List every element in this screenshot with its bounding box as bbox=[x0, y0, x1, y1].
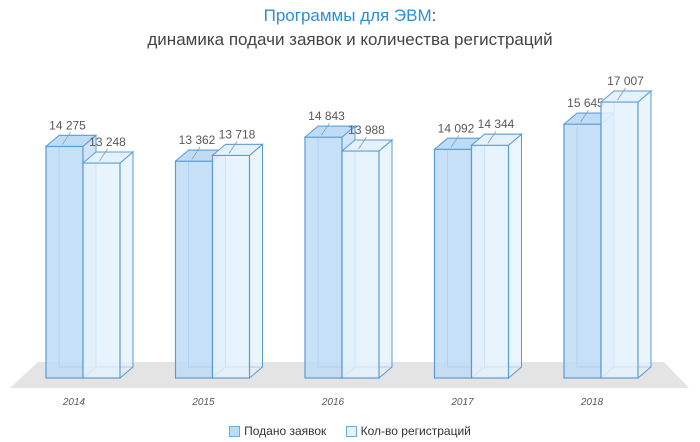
data-label-0-2015: 13 362 bbox=[179, 133, 216, 147]
bar-0-2015 bbox=[176, 161, 213, 378]
legend-item-applications: Подано заявок bbox=[229, 424, 326, 438]
data-label-0-2017: 14 092 bbox=[438, 121, 475, 135]
bar-side-1-2014 bbox=[120, 152, 133, 378]
legend-swatch-registrations bbox=[346, 426, 357, 437]
legend-label-applications: Подано заявок bbox=[244, 424, 326, 438]
legend-item-registrations: Кол-во регистраций bbox=[346, 424, 471, 438]
data-label-1-2018: 17 007 bbox=[607, 74, 644, 88]
bar-1-2017 bbox=[472, 145, 509, 378]
chart-legend: Подано заявок Кол-во регистраций bbox=[0, 424, 700, 440]
bar-0-2014 bbox=[46, 146, 83, 378]
legend-swatch-applications bbox=[229, 426, 240, 437]
x-tick-label-2016: 2016 bbox=[321, 397, 345, 408]
bar-0-2018 bbox=[564, 124, 601, 378]
bar-side-1-2016 bbox=[379, 140, 392, 378]
bar-side-1-2017 bbox=[509, 134, 522, 378]
bar-1-2015 bbox=[213, 155, 250, 378]
bar-1-2018 bbox=[601, 102, 638, 378]
x-tick-label-2017: 2017 bbox=[450, 397, 474, 408]
bar-1-2016 bbox=[342, 151, 379, 378]
data-label-1-2014: 13 248 bbox=[89, 135, 126, 149]
data-label-1-2016: 13 988 bbox=[348, 123, 385, 137]
data-label-0-2014: 14 275 bbox=[49, 118, 86, 132]
data-label-1-2015: 13 718 bbox=[219, 127, 256, 141]
bar-0-2016 bbox=[305, 137, 342, 378]
bar-side-1-2015 bbox=[250, 144, 263, 378]
data-label-1-2017: 14 344 bbox=[478, 117, 515, 131]
x-tick-label-2018: 2018 bbox=[580, 397, 604, 408]
x-tick-label-2015: 2015 bbox=[191, 397, 215, 408]
bar-side-1-2018 bbox=[638, 91, 651, 378]
data-label-0-2018: 15 645 bbox=[567, 96, 604, 110]
bar-0-2017 bbox=[435, 149, 472, 378]
x-tick-label-2014: 2014 bbox=[62, 397, 86, 408]
legend-label-registrations: Кол-во регистраций bbox=[361, 424, 471, 438]
bar-1-2014 bbox=[83, 163, 120, 378]
data-label-0-2016: 14 843 bbox=[308, 109, 345, 123]
